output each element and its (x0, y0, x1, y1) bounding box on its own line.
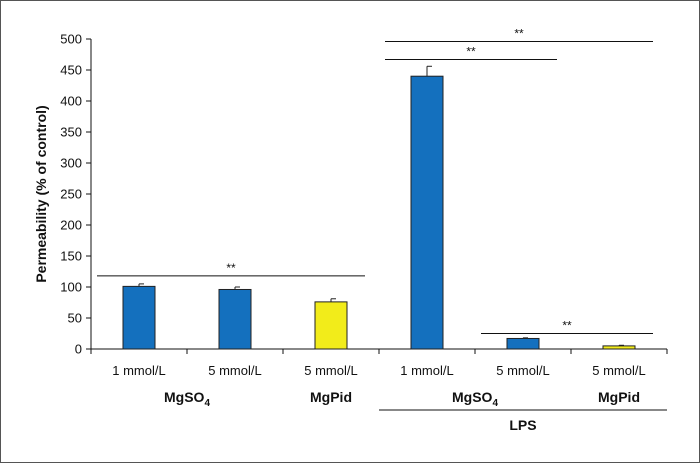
bar (506, 337, 540, 350)
category-label: 1 mmol/L (400, 363, 453, 378)
axes: 0 50 100 150 200 250 300 350 400 450 500 (60, 32, 668, 357)
bar (602, 345, 636, 350)
y-tick-label: 400 (60, 94, 82, 109)
category-label: 5 mmol/L (496, 363, 549, 378)
group-label-subscript: 4 (492, 398, 498, 409)
y-tick-label: 350 (60, 125, 82, 140)
y-tick-label: 200 (60, 218, 82, 233)
group-label-main: MgSO (164, 389, 205, 405)
significance-label: ** (226, 261, 236, 275)
group-label-subscript: 4 (204, 398, 210, 409)
y-axis-label: Permeability (% of control) (33, 105, 49, 282)
group-label: MgPid (598, 389, 640, 405)
bar (410, 75, 444, 350)
outer-group-label: LPS (509, 417, 536, 433)
significance-label: ** (562, 319, 572, 333)
bars (122, 65, 636, 350)
significance-label: ** (514, 26, 524, 40)
bar (218, 288, 252, 350)
group-label: MgSO4 (452, 389, 498, 409)
group-label-main: MgPid (598, 389, 640, 405)
bar (314, 301, 348, 350)
significance-label: ** (466, 44, 476, 58)
category-label: 1 mmol/L (112, 363, 165, 378)
y-tick-label: 250 (60, 187, 82, 202)
category-label: 5 mmol/L (208, 363, 261, 378)
bar (122, 285, 156, 350)
y-tick-label: 300 (60, 156, 82, 171)
y-tick-label: 450 (60, 63, 82, 78)
labels: 1 mmol/L 5 mmol/L 5 mmol/L 1 mmol/L 5 mmol/L… (97, 26, 667, 433)
y-tick-label: 100 (60, 280, 82, 295)
y-tick-label: 0 (75, 342, 82, 357)
y-tick-label: 150 (60, 249, 82, 264)
group-label-main: MgPid (310, 389, 352, 405)
y-tick-label: 500 (60, 32, 82, 47)
group-label-main: MgSO (452, 389, 493, 405)
group-label: MgPid (310, 389, 352, 405)
y-tick-label: 50 (68, 311, 82, 326)
group-label: MgSO4 (164, 389, 210, 409)
category-label: 5 mmol/L (304, 363, 357, 378)
category-label: 5 mmol/L (592, 363, 645, 378)
